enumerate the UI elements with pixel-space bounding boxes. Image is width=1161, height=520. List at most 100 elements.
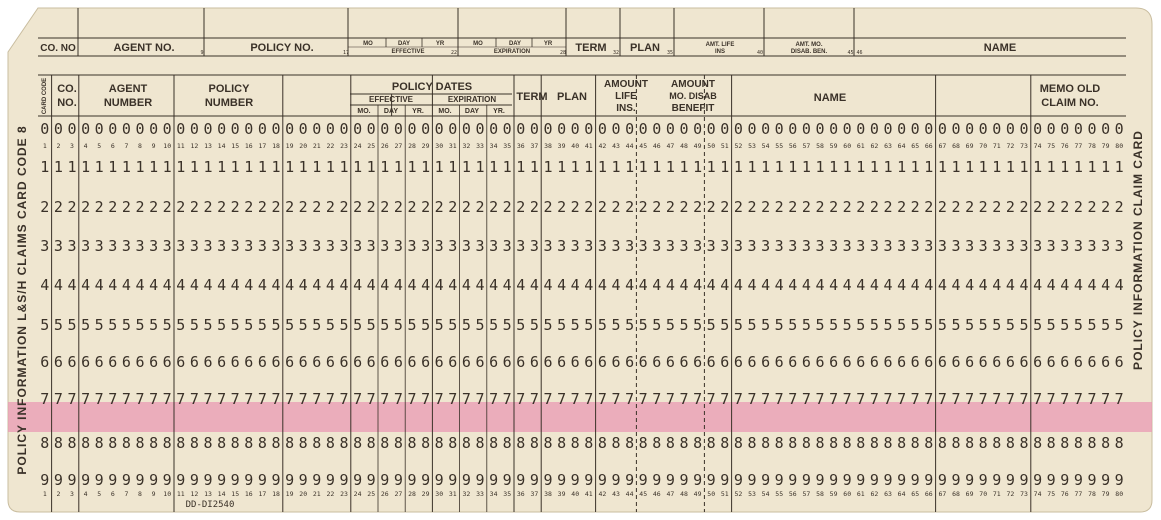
top-agent-no: AGENT NO. <box>113 42 174 54</box>
punch-digit: 4 <box>516 276 525 294</box>
column-number: 2 <box>56 142 60 150</box>
punch-digit: 6 <box>979 353 988 371</box>
punch-digit: 7 <box>707 390 716 408</box>
column-number: 3 <box>70 142 74 150</box>
punch-digit: 2 <box>707 198 716 216</box>
punch-digit: 2 <box>883 198 892 216</box>
punch-digit: 5 <box>897 316 906 334</box>
punch-digit: 1 <box>258 158 267 176</box>
punch-digit: 0 <box>135 120 144 138</box>
punch-digit: 1 <box>1047 158 1056 176</box>
punch-digit: 0 <box>897 120 906 138</box>
punch-digit: 6 <box>503 353 512 371</box>
punch-digit: 7 <box>1074 390 1083 408</box>
punch-digit: 2 <box>95 198 104 216</box>
punch-digit: 8 <box>149 434 158 452</box>
punch-digit: 0 <box>747 120 756 138</box>
column-number: 68 <box>952 490 960 498</box>
punch-digit: 4 <box>1006 276 1015 294</box>
punch-digit: 8 <box>584 434 593 452</box>
punch-digit: 6 <box>870 353 879 371</box>
punch-digit: 6 <box>775 353 784 371</box>
punch-digit: 9 <box>135 471 144 489</box>
punch-digit: 4 <box>312 276 321 294</box>
punch-digit: 2 <box>992 198 1001 216</box>
punch-digit: 4 <box>489 276 498 294</box>
punch-digit: 3 <box>530 237 539 255</box>
punch-digit: 4 <box>380 276 389 294</box>
punch-digit: 8 <box>1047 434 1056 452</box>
column-number: 78 <box>1088 490 1096 498</box>
punch-digit: 8 <box>843 434 852 452</box>
punch-digit: 1 <box>679 158 688 176</box>
punch-digit: 9 <box>802 471 811 489</box>
punch-digit: 5 <box>163 316 172 334</box>
punch-digit: 5 <box>639 316 648 334</box>
punch-digit: 5 <box>1047 316 1056 334</box>
punch-digit: 4 <box>122 276 131 294</box>
punch-digit: 4 <box>979 276 988 294</box>
punch-digit: 8 <box>693 434 702 452</box>
top-strip-dividers <box>77 8 855 56</box>
column-number: 6 <box>111 490 115 498</box>
punch-digit: 9 <box>543 471 552 489</box>
hdr-plan: PLAN <box>557 91 587 103</box>
punch-digit: 9 <box>965 471 974 489</box>
punch-digit: 8 <box>176 434 185 452</box>
hdr-co-no-1: CO. <box>57 83 77 95</box>
punch-digit: 8 <box>992 434 1001 452</box>
punch-digit: 2 <box>924 198 933 216</box>
punch-digit: 4 <box>1060 276 1069 294</box>
top-amt-mo-2: DISAB. BEN. <box>791 49 828 55</box>
punch-digit: 3 <box>924 237 933 255</box>
punch-digit: 6 <box>299 353 308 371</box>
column-number: 47 <box>666 142 674 150</box>
punch-digit: 8 <box>707 434 716 452</box>
column-number: 14 <box>218 142 226 150</box>
column-number: 49 <box>694 142 702 150</box>
punch-digit: 3 <box>911 237 920 255</box>
punch-digit: 2 <box>734 198 743 216</box>
punch-digit: 8 <box>965 434 974 452</box>
column-number: 58 <box>816 142 824 150</box>
punch-digit: 0 <box>462 120 471 138</box>
punch-digit: 1 <box>163 158 172 176</box>
punch-digit: 4 <box>421 276 430 294</box>
punch-digit: 7 <box>503 390 512 408</box>
column-number: 70 <box>979 490 987 498</box>
column-number: 1 <box>43 490 47 498</box>
punch-digit: 2 <box>979 198 988 216</box>
punch-digit: 0 <box>190 120 199 138</box>
punch-digit: 6 <box>1019 353 1028 371</box>
punch-digit: 0 <box>802 120 811 138</box>
dashed-dividers <box>635 75 705 512</box>
punch-digit: 1 <box>530 158 539 176</box>
column-number: 73 <box>1020 490 1028 498</box>
column-number: 67 <box>938 490 946 498</box>
punch-digit: 5 <box>407 316 416 334</box>
hdr-memo-1: MEMO OLD <box>1040 83 1101 95</box>
punch-digit: 0 <box>231 120 240 138</box>
punch-digit: 4 <box>163 276 172 294</box>
punch-digit: 1 <box>231 158 240 176</box>
punch-digit: 4 <box>54 276 63 294</box>
punch-digit: 3 <box>448 237 457 255</box>
punch-digit: 7 <box>108 390 117 408</box>
punch-digit: 3 <box>992 237 1001 255</box>
punch-digit: 3 <box>475 237 484 255</box>
punch-digit: 7 <box>190 390 199 408</box>
punch-digit: 3 <box>40 237 49 255</box>
hdr-amt-life-2: LIFE <box>615 91 637 102</box>
punch-digit: 1 <box>761 158 770 176</box>
punch-digit: 8 <box>394 434 403 452</box>
column-number: 33 <box>476 490 484 498</box>
punch-digit: 8 <box>367 434 376 452</box>
top-co-no: CO. NO <box>40 43 76 54</box>
punch-digit: 5 <box>747 316 756 334</box>
punch-digit: 7 <box>584 390 593 408</box>
column-number: 38 <box>544 490 552 498</box>
punch-digit: 4 <box>244 276 253 294</box>
punch-digit: 9 <box>149 471 158 489</box>
punch-digit: 7 <box>598 390 607 408</box>
punch-digit: 0 <box>761 120 770 138</box>
